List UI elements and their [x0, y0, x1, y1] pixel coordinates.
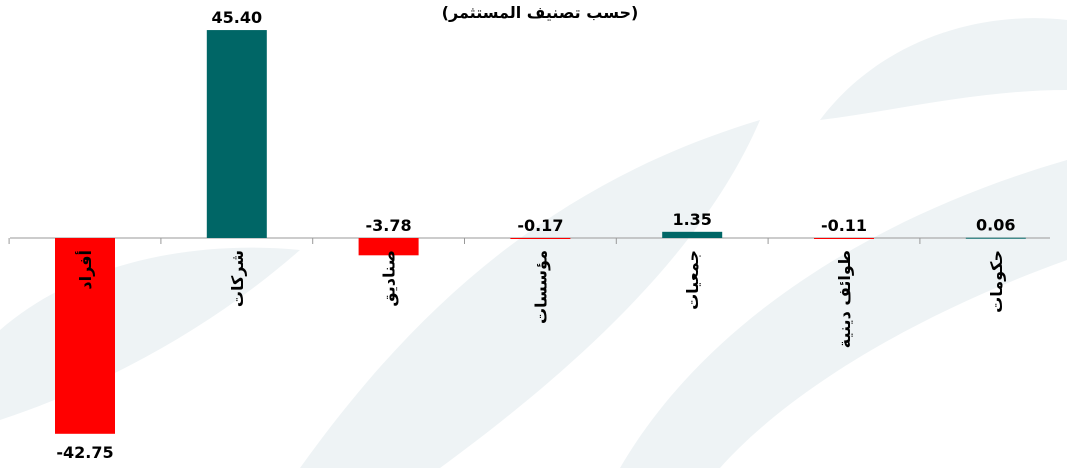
- chart-subtitle: (حسب تصنيف المستثمر): [442, 3, 639, 22]
- bar: [206, 30, 267, 239]
- value-label: -0.11: [821, 216, 867, 235]
- watermark-leaf: [300, 120, 760, 468]
- x-tick-label: جمعيات: [683, 250, 702, 310]
- watermark-leaf: [0, 247, 300, 420]
- bar: [358, 238, 419, 256]
- x-tick-label: شركات: [228, 250, 247, 307]
- x-tick-label: مؤسسات: [531, 250, 550, 324]
- watermark: [0, 18, 1067, 468]
- watermark-leaf: [820, 18, 1067, 120]
- value-label: -42.75: [56, 443, 113, 462]
- bar: [510, 238, 571, 239]
- x-tick-label: أفراد: [75, 250, 95, 290]
- bar: [662, 231, 723, 238]
- x-tick-label: حكومات: [987, 250, 1006, 313]
- bar: [965, 237, 1026, 239]
- value-label: 0.06: [976, 216, 1015, 235]
- bar: [814, 238, 874, 239]
- x-tick-label: طوائف دينية: [835, 250, 854, 348]
- watermark-leaf: [620, 160, 1067, 468]
- x-tick-label: صناديق: [380, 250, 399, 307]
- value-label: -3.78: [366, 216, 412, 235]
- value-label: -0.17: [517, 216, 563, 235]
- bar: [55, 238, 115, 434]
- value-label: 1.35: [672, 210, 711, 229]
- value-label: 45.40: [211, 8, 262, 27]
